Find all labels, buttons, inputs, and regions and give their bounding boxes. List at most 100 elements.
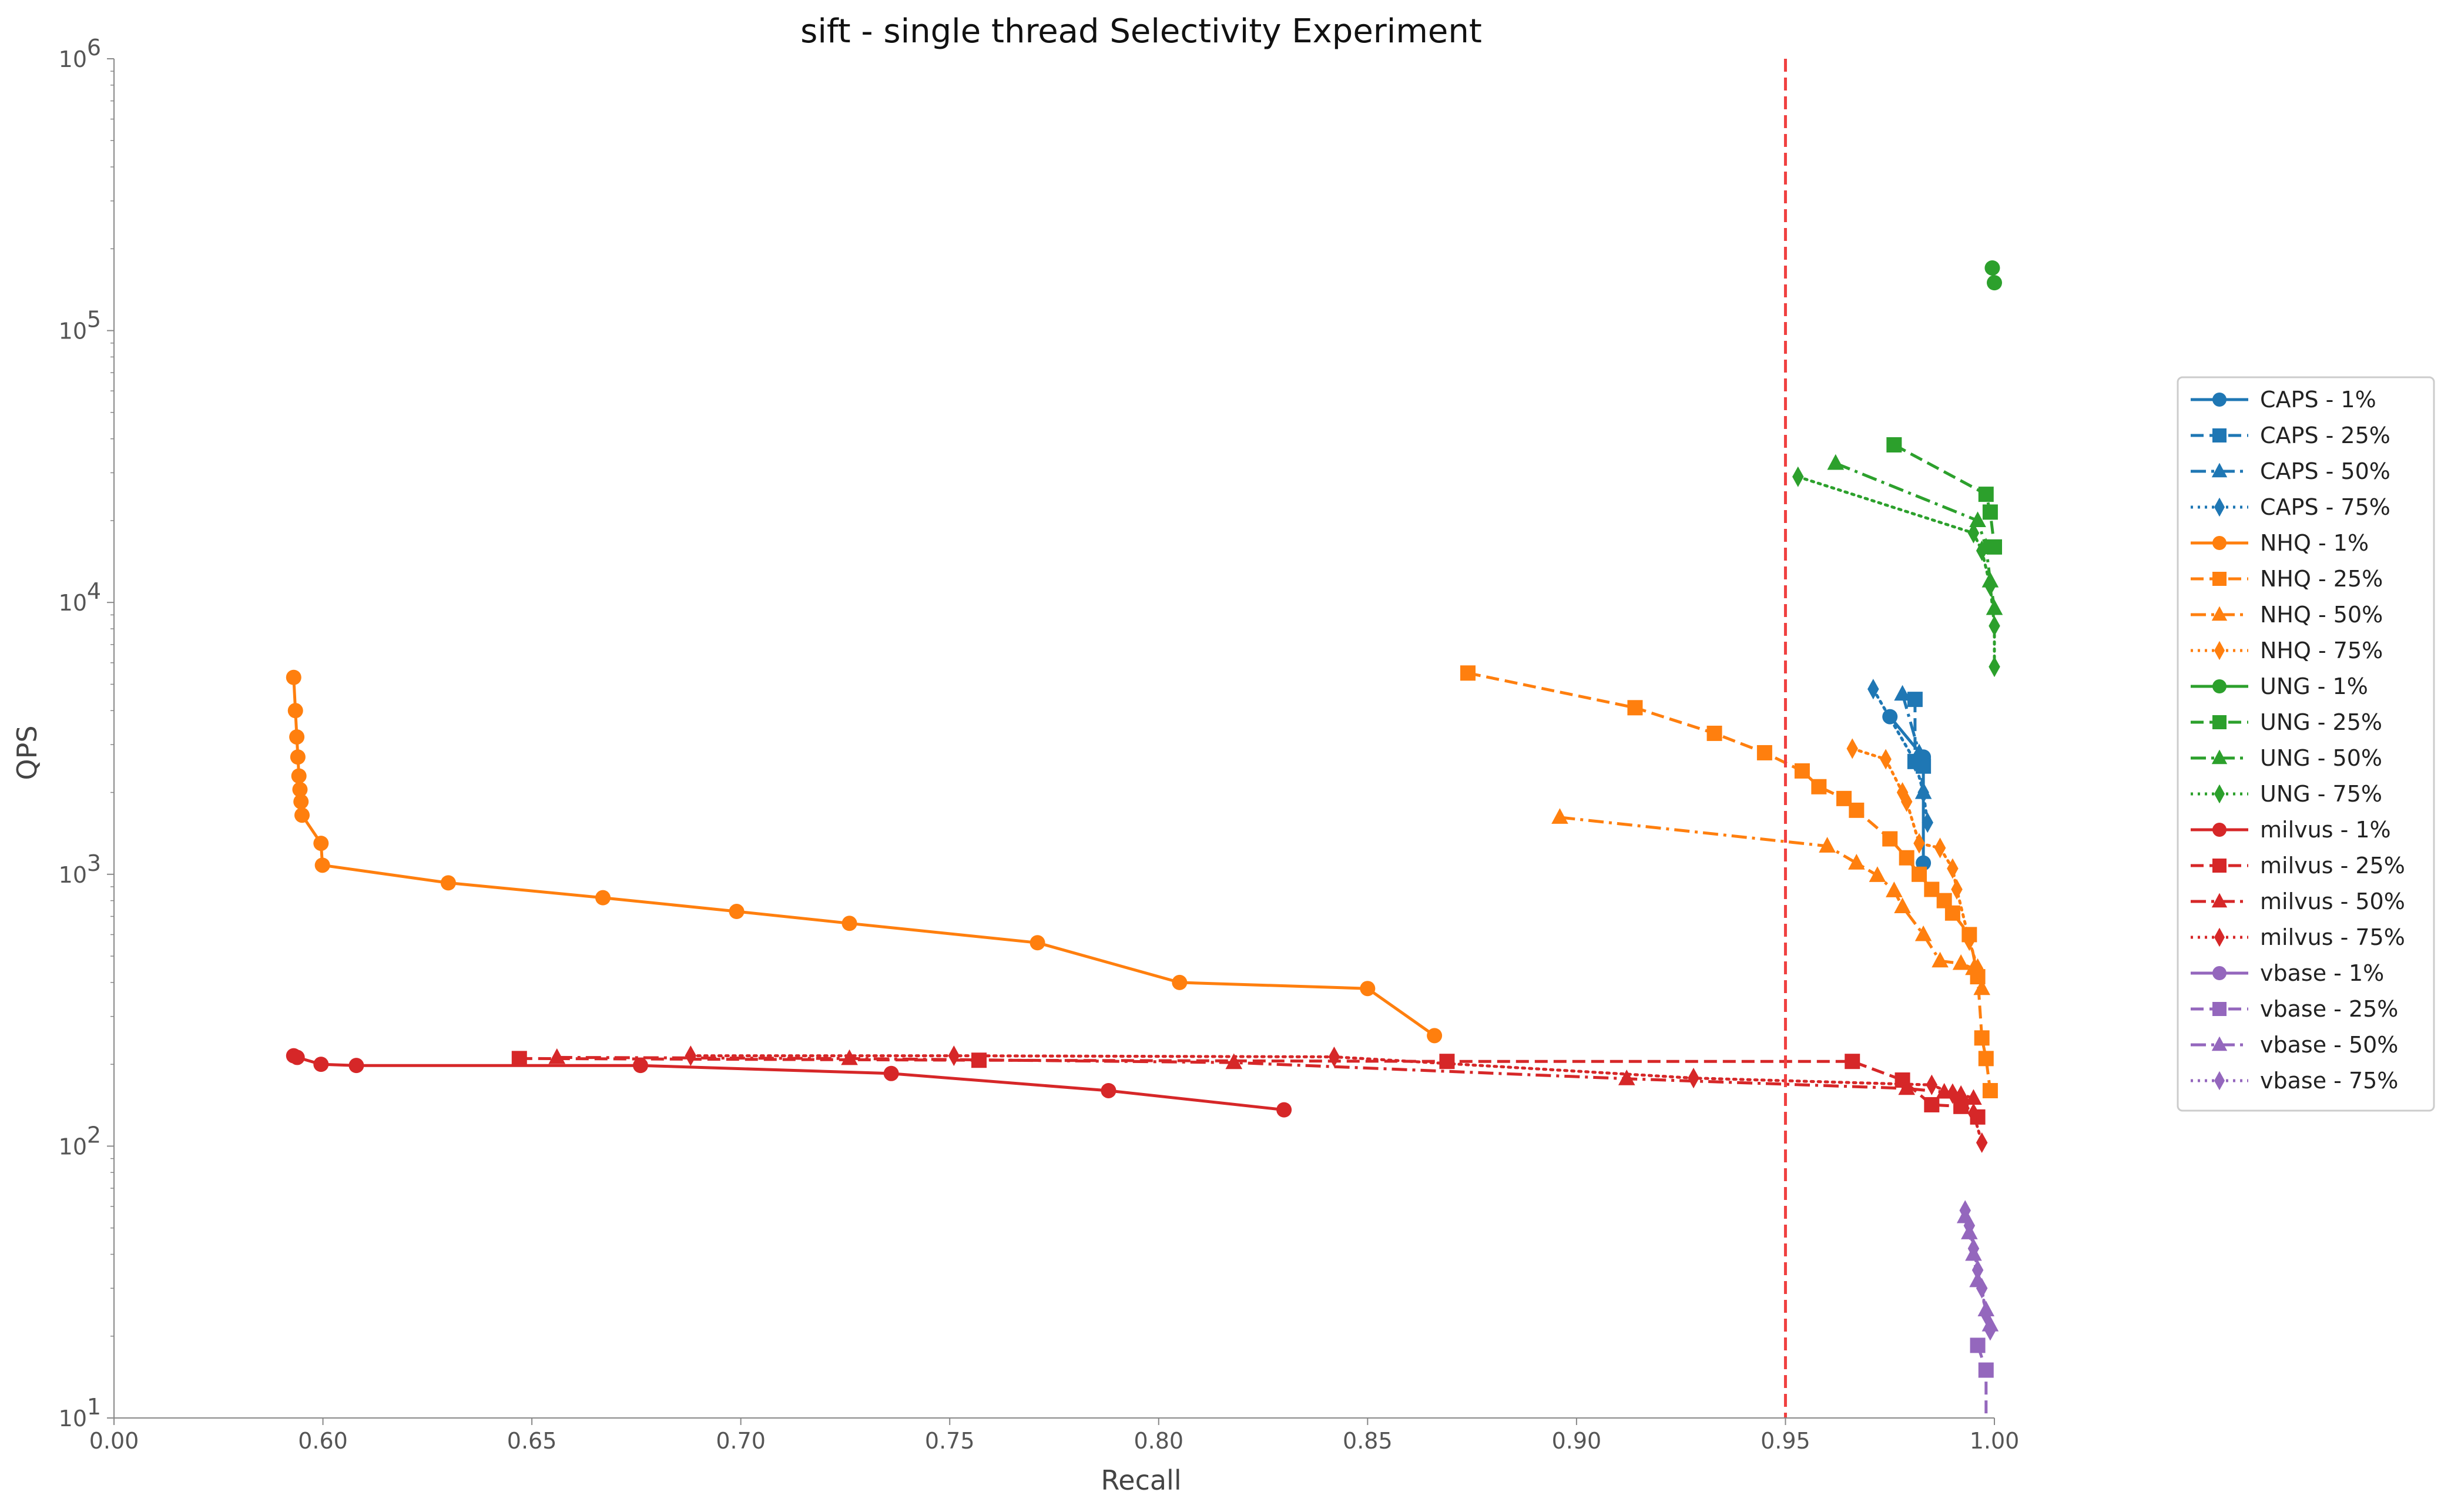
- data-point: [729, 904, 745, 920]
- legend-label: milvus - 75%: [2260, 924, 2405, 950]
- legend-marker: [2212, 715, 2227, 729]
- series-line: [293, 1054, 1285, 1112]
- data-point: [1917, 782, 1929, 803]
- legend-marker: [2214, 784, 2225, 804]
- data-point: [1967, 1238, 1980, 1259]
- y-tick-exponent: 6: [87, 35, 101, 61]
- data-point: [1912, 866, 1927, 882]
- legend-label: vbase - 25%: [2260, 996, 2398, 1022]
- data-point: [1978, 1051, 1994, 1067]
- legend-label: NHQ - 25%: [2260, 566, 2383, 592]
- series-line: [1893, 443, 1996, 548]
- legend-label: CAPS - 25%: [2260, 423, 2390, 448]
- legend-marker: [2212, 428, 2227, 442]
- legend-label: vbase - 1%: [2260, 960, 2384, 986]
- data-point: [1827, 454, 1845, 470]
- chart-title: sift - single thread Selectivity Experim…: [800, 12, 1482, 51]
- data-point: [1894, 897, 1911, 913]
- data-point: [1982, 1082, 1998, 1098]
- legend-item: CAPS - 25%: [2191, 423, 2390, 448]
- data-point: [1944, 905, 1960, 921]
- legend-marker: [2212, 859, 2227, 873]
- data-point: [1986, 599, 2003, 615]
- y-tick-exponent: 4: [87, 578, 101, 604]
- legend-item: UNG - 75%: [2191, 781, 2382, 807]
- data-point: [1982, 504, 1998, 520]
- data-point: [1867, 679, 1879, 700]
- legend-marker: [2212, 393, 2227, 407]
- data-point: [1978, 1362, 1994, 1378]
- legend-marker: [2214, 497, 2225, 517]
- legend-marker: [2212, 572, 2227, 586]
- legend-item: CAPS - 75%: [2191, 494, 2390, 520]
- legend-item: CAPS - 50%: [2191, 458, 2390, 484]
- data-point: [1914, 925, 1932, 941]
- legend-item: vbase - 25%: [2191, 996, 2398, 1022]
- data-point: [1756, 745, 1772, 760]
- plot-area: [286, 59, 2003, 1418]
- data-point: [294, 807, 310, 823]
- legend-label: milvus - 25%: [2260, 853, 2405, 879]
- series: [1959, 1200, 1996, 1341]
- series-line: [689, 1054, 1984, 1144]
- legend-item: NHQ - 50%: [2191, 602, 2383, 628]
- legend-label: UNG - 75%: [2260, 781, 2382, 807]
- data-point: [1792, 466, 1804, 487]
- legend-label: UNG - 50%: [2260, 745, 2382, 771]
- data-point: [1460, 665, 1476, 681]
- data-point: [1976, 1132, 1988, 1154]
- x-tick-label: 0.85: [1343, 1428, 1393, 1454]
- data-point: [1894, 685, 1911, 701]
- data-point: [287, 703, 303, 719]
- y-tick-label: 10: [59, 1406, 87, 1431]
- data-point: [1172, 974, 1188, 990]
- legend-marker: [2214, 927, 2225, 947]
- data-point: [313, 836, 329, 851]
- legend-item: UNG - 1%: [2191, 673, 2368, 699]
- data-point: [1976, 1278, 1988, 1299]
- data-point: [1794, 763, 1810, 779]
- legend-label: vbase - 50%: [2260, 1032, 2398, 1058]
- series: [1846, 738, 1984, 979]
- data-point: [292, 782, 308, 797]
- data-point: [1952, 954, 1970, 970]
- data-point: [1880, 749, 1892, 770]
- legend-item: vbase - 75%: [2191, 1068, 2398, 1094]
- x-tick-label: 0.90: [1552, 1428, 1602, 1454]
- data-point: [685, 1045, 697, 1067]
- data-point: [290, 749, 306, 765]
- data-point: [1924, 1097, 1940, 1112]
- y-tick-exponent: 3: [87, 850, 101, 876]
- x-tick-label: 0.65: [507, 1428, 557, 1454]
- data-point: [1947, 858, 1959, 879]
- legend: CAPS - 1% CAPS - 25% CAPS - 50% CAPS - 75% N…: [2177, 376, 2435, 1112]
- legend-item: milvus - 50%: [2191, 889, 2405, 914]
- legend-item: CAPS - 1%: [2191, 387, 2376, 413]
- data-point: [948, 1045, 960, 1067]
- data-point: [289, 1050, 305, 1065]
- y-tick-label: 10: [59, 46, 87, 72]
- legend-label: NHQ - 50%: [2260, 602, 2383, 628]
- data-point: [548, 1048, 566, 1064]
- y-tick-exponent: 5: [87, 307, 101, 333]
- legend-item: vbase - 1%: [2191, 960, 2384, 986]
- x-tick-label: 0.80: [1134, 1428, 1183, 1454]
- legend-item: milvus - 75%: [2191, 924, 2405, 950]
- data-point: [1947, 1083, 1959, 1104]
- legend-item: vbase - 50%: [2191, 1032, 2398, 1058]
- series-line: [1796, 475, 1996, 669]
- y-axis-label: QPS: [11, 725, 43, 780]
- data-point: [1951, 879, 1963, 900]
- data-point: [1976, 540, 1988, 561]
- legend-label: milvus - 50%: [2260, 889, 2405, 914]
- data-point: [1987, 275, 2002, 291]
- data-point: [314, 857, 330, 873]
- legend-item: UNG - 50%: [2191, 745, 2382, 771]
- data-point: [1882, 831, 1898, 847]
- legend-label: CAPS - 1%: [2260, 387, 2376, 413]
- legend-item: NHQ - 75%: [2191, 638, 2383, 663]
- legend-marker: [2212, 823, 2227, 837]
- legend-label: UNG - 1%: [2260, 673, 2368, 699]
- legend-item: milvus - 1%: [2191, 817, 2391, 843]
